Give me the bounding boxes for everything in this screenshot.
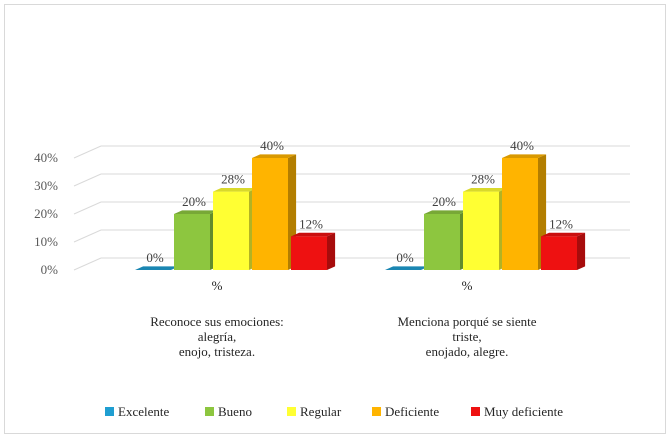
category-label: enojado, alegre. <box>426 344 509 359</box>
gridline-depth <box>73 173 102 187</box>
legend-swatch <box>372 407 381 416</box>
bar-side <box>577 232 586 270</box>
bar-front <box>424 214 460 270</box>
legend-swatch <box>287 407 296 416</box>
data-label: 0% <box>146 250 164 265</box>
bar-front <box>252 158 288 270</box>
bar <box>424 210 469 270</box>
legend-item: Muy deficiente <box>471 404 563 419</box>
bar-top <box>502 154 547 158</box>
data-label: 28% <box>471 172 495 187</box>
legend-swatch <box>105 407 114 416</box>
bar-top <box>424 210 469 214</box>
x-axis-label: % <box>462 278 473 293</box>
legend-label: Muy deficiente <box>484 404 563 419</box>
legend-label: Bueno <box>218 404 252 419</box>
y-tick-label: 40% <box>34 150 58 165</box>
gridline-depth <box>73 229 102 243</box>
bar <box>252 154 297 270</box>
chart-area <box>4 4 666 434</box>
bar-top <box>463 188 508 192</box>
data-label: 12% <box>299 216 323 231</box>
bar-front <box>291 236 327 270</box>
legend-label: Excelente <box>118 404 169 419</box>
data-label: 20% <box>432 194 456 209</box>
bar <box>385 266 430 270</box>
bar <box>541 232 586 270</box>
data-label: 40% <box>510 138 534 153</box>
bar-top <box>135 266 180 270</box>
gridline-depth <box>73 201 102 215</box>
bar-front <box>463 191 499 270</box>
bar-front <box>541 236 577 270</box>
category-label: Reconoce sus emociones: <box>150 314 284 329</box>
legend-item: Excelente <box>105 404 169 419</box>
gridline-depth <box>73 257 102 271</box>
data-label: 28% <box>221 172 245 187</box>
data-label: 40% <box>260 138 284 153</box>
bar <box>502 154 547 270</box>
gridline-depth <box>73 145 102 159</box>
data-label: 20% <box>182 194 206 209</box>
x-axis-label: % <box>212 278 223 293</box>
bar-top <box>174 210 219 214</box>
category-label: alegría, <box>198 329 237 344</box>
bar-front <box>213 191 249 270</box>
bar-top <box>291 232 336 237</box>
bar-top <box>252 154 297 158</box>
bar-top <box>385 266 430 270</box>
category-label: Menciona porqué se siente <box>398 314 537 329</box>
bar-front <box>174 214 210 270</box>
bar-top <box>541 232 586 237</box>
data-label: 0% <box>396 250 414 265</box>
bar-front <box>502 158 538 270</box>
bar <box>174 210 219 270</box>
y-tick-label: 30% <box>34 178 58 193</box>
bar <box>463 188 508 270</box>
bar <box>213 188 258 270</box>
y-tick-label: 0% <box>41 262 59 277</box>
bar-top <box>213 188 258 192</box>
legend-label: Deficiente <box>385 404 439 419</box>
category-label: enojo, tristeza. <box>179 344 255 359</box>
category-label: triste, <box>452 329 481 344</box>
y-tick-label: 20% <box>34 206 58 221</box>
y-tick-label: 10% <box>34 234 58 249</box>
data-label: 12% <box>549 216 573 231</box>
bar <box>291 232 336 270</box>
legend-swatch <box>471 407 480 416</box>
bar <box>135 266 180 270</box>
legend-label: Regular <box>300 404 342 419</box>
legend-item: Deficiente <box>372 404 439 419</box>
legend-item: Regular <box>287 404 342 419</box>
bar-side <box>327 232 336 270</box>
legend-item: Bueno <box>205 404 252 419</box>
legend-swatch <box>205 407 214 416</box>
